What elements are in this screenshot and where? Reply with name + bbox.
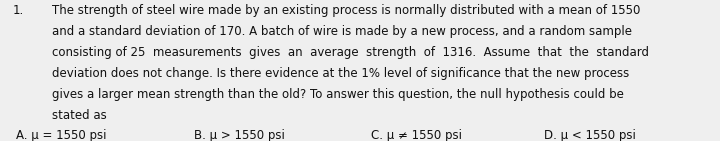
Text: The strength of steel wire made by an existing process is normally distributed w: The strength of steel wire made by an ex… — [52, 4, 640, 17]
Text: D. μ < 1550 psi: D. μ < 1550 psi — [544, 129, 636, 141]
Text: 1.: 1. — [13, 4, 24, 17]
Text: B. μ > 1550 psi: B. μ > 1550 psi — [194, 129, 285, 141]
Text: A. μ = 1550 psi: A. μ = 1550 psi — [16, 129, 107, 141]
Text: consisting of 25  measurements  gives  an  average  strength  of  1316.  Assume : consisting of 25 measurements gives an a… — [52, 46, 649, 59]
Text: deviation does not change. Is there evidence at the 1% level of significance tha: deviation does not change. Is there evid… — [52, 67, 629, 80]
Text: and a standard deviation of 170. A batch of wire is made by a new process, and a: and a standard deviation of 170. A batch… — [52, 25, 632, 38]
Text: C. μ ≠ 1550 psi: C. μ ≠ 1550 psi — [371, 129, 462, 141]
Text: stated as: stated as — [52, 109, 107, 122]
Text: gives a larger mean strength than the old? To answer this question, the null hyp: gives a larger mean strength than the ol… — [52, 88, 624, 101]
